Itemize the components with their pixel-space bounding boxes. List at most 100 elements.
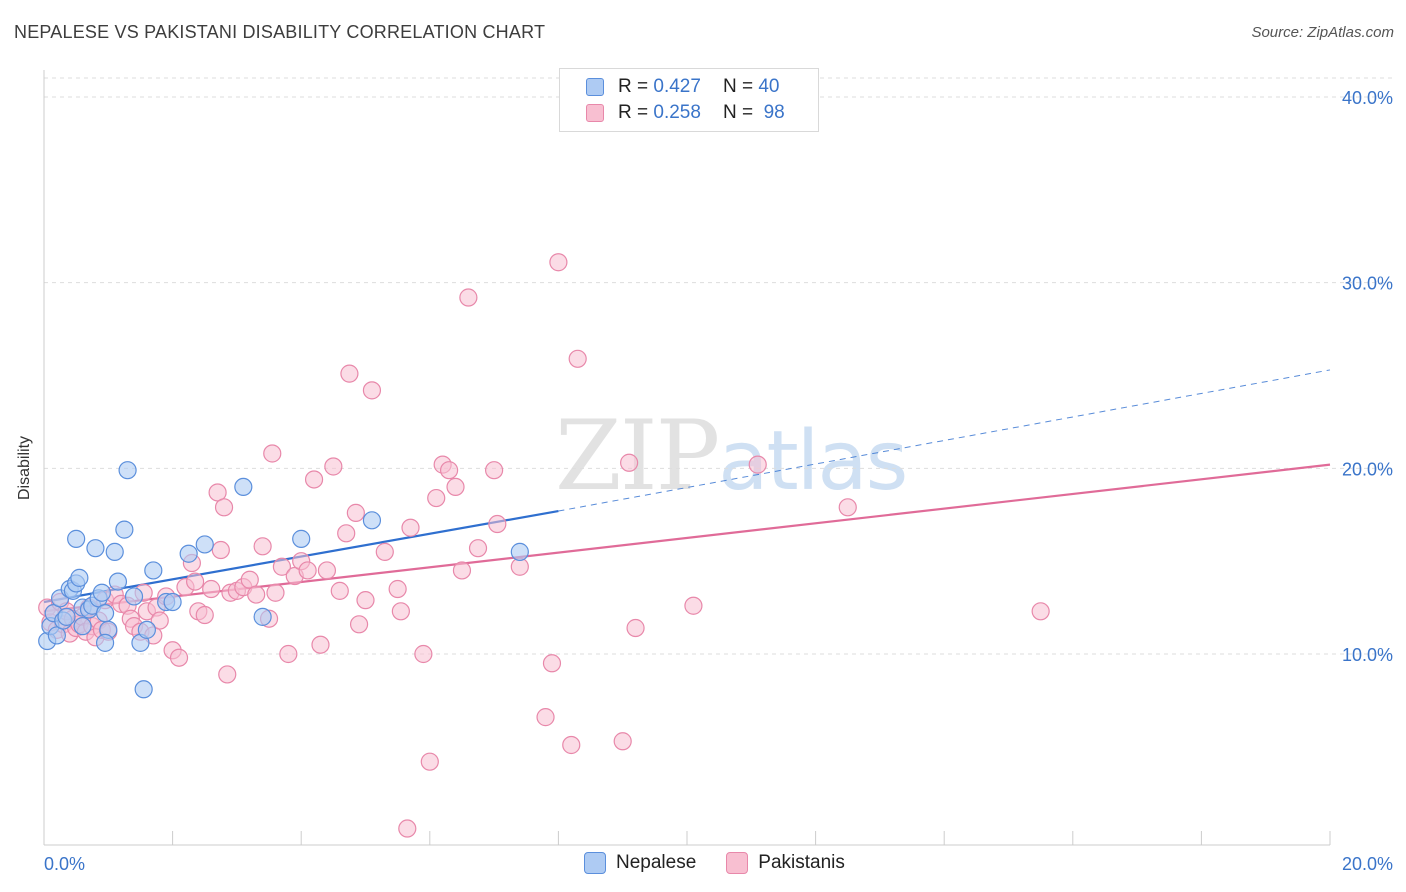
nepalese-point	[362, 511, 382, 530]
pakistani-point	[427, 488, 446, 508]
pakistani-point	[620, 453, 639, 472]
nepalese-point	[95, 604, 115, 623]
pakistani-point	[298, 561, 317, 580]
nepalese-point	[137, 620, 156, 639]
nepalese-point	[253, 607, 272, 626]
n-value: 40	[758, 76, 780, 97]
pakistani-point	[391, 602, 410, 621]
legend-item-nepalese[interactable]: Nepalese	[584, 852, 696, 874]
y-tick-label: 30.0%	[1342, 274, 1393, 294]
r-value: 0.258	[653, 102, 701, 123]
pakistani-point	[263, 444, 282, 463]
pakistani-point	[452, 561, 472, 580]
legend-label: Nepalese	[616, 852, 697, 873]
pakistani-point	[362, 381, 382, 400]
pakistani-point	[838, 498, 857, 517]
nepalese-point	[179, 544, 198, 563]
pakistani-point	[214, 498, 234, 517]
watermark-zip: ZIP	[555, 400, 720, 512]
nepalese-point	[118, 461, 137, 480]
nepalese-point	[292, 529, 311, 548]
pakistani-point	[324, 457, 343, 476]
grid-lines	[44, 77, 1395, 655]
pakistani-point	[202, 579, 221, 599]
pakistani-point	[346, 503, 365, 522]
nepalese-point	[70, 568, 89, 587]
pakistani-point	[1031, 602, 1050, 621]
chart-title: NEPALESE VS PAKISTANI DISABILITY CORRELA…	[14, 22, 546, 42]
pakistani-point	[304, 470, 324, 489]
nepalese-point	[92, 583, 111, 602]
nepalese-point	[105, 542, 124, 561]
pakistani-point	[388, 579, 407, 599]
nepalese-point	[108, 572, 128, 591]
pakistani-point	[186, 572, 205, 591]
pakistani-point	[195, 605, 214, 625]
nepalese-point	[57, 607, 76, 626]
pakistani-point	[684, 596, 703, 615]
pakistani-point	[562, 735, 581, 755]
nepalese-point	[95, 633, 115, 652]
pakistani-point	[549, 253, 568, 272]
nepalese-point	[115, 520, 134, 539]
pakistani-point	[340, 364, 359, 383]
nepalese-trend-extension	[558, 369, 1331, 512]
watermark: ZIPatlas	[555, 400, 908, 512]
series-legend: Nepalese Pakistanis	[584, 852, 875, 874]
legend-row-pakistani: R = 0.258 N = 98	[586, 101, 785, 125]
pakistani-point	[420, 752, 439, 771]
nepalese-point	[144, 561, 163, 580]
pakistani-point	[211, 540, 230, 560]
pakistani-point	[439, 461, 459, 480]
n-label: N =	[722, 76, 754, 97]
pakistani-point	[468, 539, 488, 558]
nepalese-point	[195, 535, 214, 554]
pakistani-point	[218, 665, 237, 684]
nepalese-point	[234, 477, 253, 496]
pakistani-point	[266, 583, 285, 602]
r-label: R =	[618, 76, 649, 97]
pakistani-point	[568, 349, 587, 368]
pakistani-point	[375, 542, 394, 561]
legend-row-nepalese: R = 0.427 N = 40	[586, 75, 779, 99]
y-tick-label: 10.0%	[1342, 645, 1393, 665]
pakistani-point	[253, 537, 272, 556]
pakistani-point	[349, 615, 369, 634]
nepalese-point	[124, 587, 144, 606]
pakistani-points	[38, 253, 1050, 838]
nepalese-point	[67, 529, 86, 548]
pakistani-point	[485, 461, 504, 480]
pakistani-point	[626, 618, 645, 638]
pakistani-swatch	[586, 104, 604, 122]
r-value: 0.427	[653, 76, 701, 97]
pakistani-point	[446, 477, 465, 496]
n-value: 98	[763, 102, 785, 123]
pakistani-point	[330, 581, 349, 600]
correlation-legend: R = 0.427 N = 40 R = 0.258 N = 98	[559, 68, 819, 132]
pakistani-point	[311, 635, 330, 654]
pakistani-point	[414, 644, 433, 664]
nepalese-point	[86, 539, 105, 558]
n-label: N =	[722, 102, 754, 123]
pakistani-point	[272, 557, 292, 576]
pakistani-point	[247, 585, 266, 604]
nepalese-point	[134, 680, 153, 699]
pakistani-point	[401, 518, 420, 537]
pakistani-point	[748, 455, 767, 474]
pakistani-point	[488, 514, 507, 534]
pakistani-point	[356, 591, 375, 610]
pakistani-point	[337, 524, 356, 543]
pakistani-point	[536, 708, 555, 727]
x-tick-label: 20.0%	[1342, 854, 1393, 874]
nepalese-point	[510, 542, 529, 561]
pakistani-swatch	[726, 852, 749, 874]
nepalese-points	[38, 461, 529, 699]
legend-label: Pakistanis	[758, 852, 845, 873]
nepalese-swatch	[584, 852, 606, 874]
legend-item-pakistanis[interactable]: Pakistanis	[726, 852, 845, 874]
nepalese-point	[73, 617, 92, 636]
pakistani-point	[613, 732, 632, 751]
pakistani-point	[279, 644, 298, 664]
nepalese-point	[163, 592, 182, 612]
